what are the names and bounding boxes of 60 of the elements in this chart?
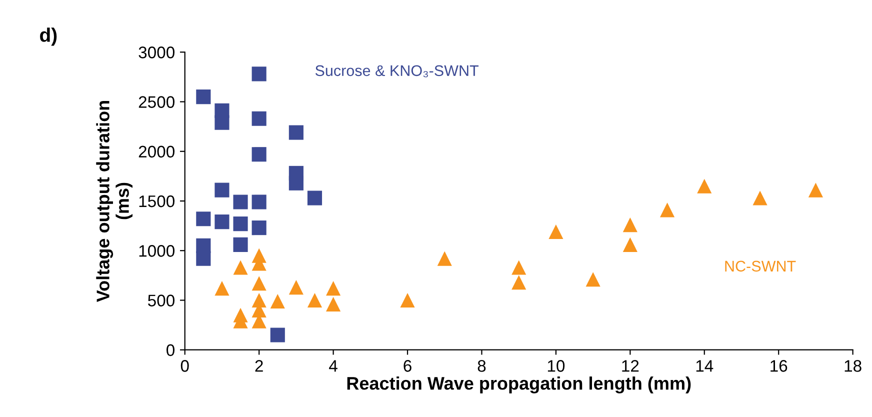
x-tick-label: 6	[404, 360, 412, 372]
point	[214, 281, 230, 296]
point	[252, 111, 266, 126]
point	[252, 147, 266, 162]
point	[288, 125, 304, 140]
point	[252, 276, 266, 291]
point	[400, 292, 415, 308]
point	[233, 260, 248, 275]
point	[233, 216, 248, 232]
point	[252, 66, 266, 82]
x-tick-label: 0	[180, 360, 189, 372]
point	[437, 251, 452, 266]
y-tick-label: 500	[148, 294, 174, 306]
point	[196, 90, 211, 104]
x-tick-label: 2	[255, 360, 263, 372]
point	[808, 182, 823, 198]
y-tick-label: 1500	[139, 195, 174, 208]
y-tick-label: 0	[166, 344, 174, 356]
point	[548, 224, 564, 240]
point	[233, 237, 248, 252]
x-tick-label: 8	[478, 360, 486, 372]
point	[586, 272, 600, 287]
text: NC-SWNT	[725, 260, 796, 272]
y-tick-label: 1000	[139, 245, 174, 257]
point	[196, 212, 211, 226]
point	[214, 214, 230, 230]
point	[307, 190, 322, 206]
point	[288, 280, 304, 295]
point	[752, 190, 768, 206]
point	[622, 218, 638, 232]
x-tick-label: 12	[622, 360, 639, 372]
y-tick-label: 3000	[138, 46, 174, 58]
point	[196, 251, 211, 266]
point	[326, 296, 341, 312]
x-axis-title: Reaction Wave propagation length (mm)	[347, 376, 691, 394]
y-tick-label: 2000	[138, 146, 174, 158]
text: d)	[40, 28, 57, 46]
point	[233, 194, 248, 210]
y-axis-title: Voltage output duration (ms)	[96, 100, 133, 302]
point	[214, 182, 230, 198]
x-tick-label: 10	[548, 360, 565, 372]
point	[252, 220, 266, 236]
point	[326, 281, 341, 296]
point	[512, 260, 526, 275]
point	[270, 328, 285, 342]
y-tick-label: 2500	[138, 96, 174, 108]
text: Sucrose & KNO₃-SWNT	[315, 65, 479, 78]
point	[270, 294, 285, 309]
point	[252, 194, 266, 210]
point	[512, 275, 526, 290]
point	[307, 292, 322, 308]
point	[697, 178, 712, 194]
point	[660, 202, 675, 218]
x-tick-label: 18	[844, 360, 862, 372]
point	[214, 115, 230, 130]
x-tick-label: 4	[329, 360, 338, 372]
point	[288, 176, 304, 190]
x-tick-label: 16	[770, 360, 788, 372]
point	[622, 237, 638, 252]
x-tick-label: 14	[696, 360, 714, 372]
